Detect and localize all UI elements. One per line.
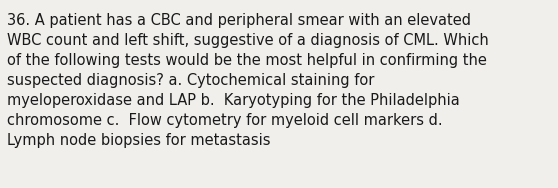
Text: 36. A patient has a CBC and peripheral smear with an elevated
WBC count and left: 36. A patient has a CBC and peripheral s…: [7, 13, 489, 148]
